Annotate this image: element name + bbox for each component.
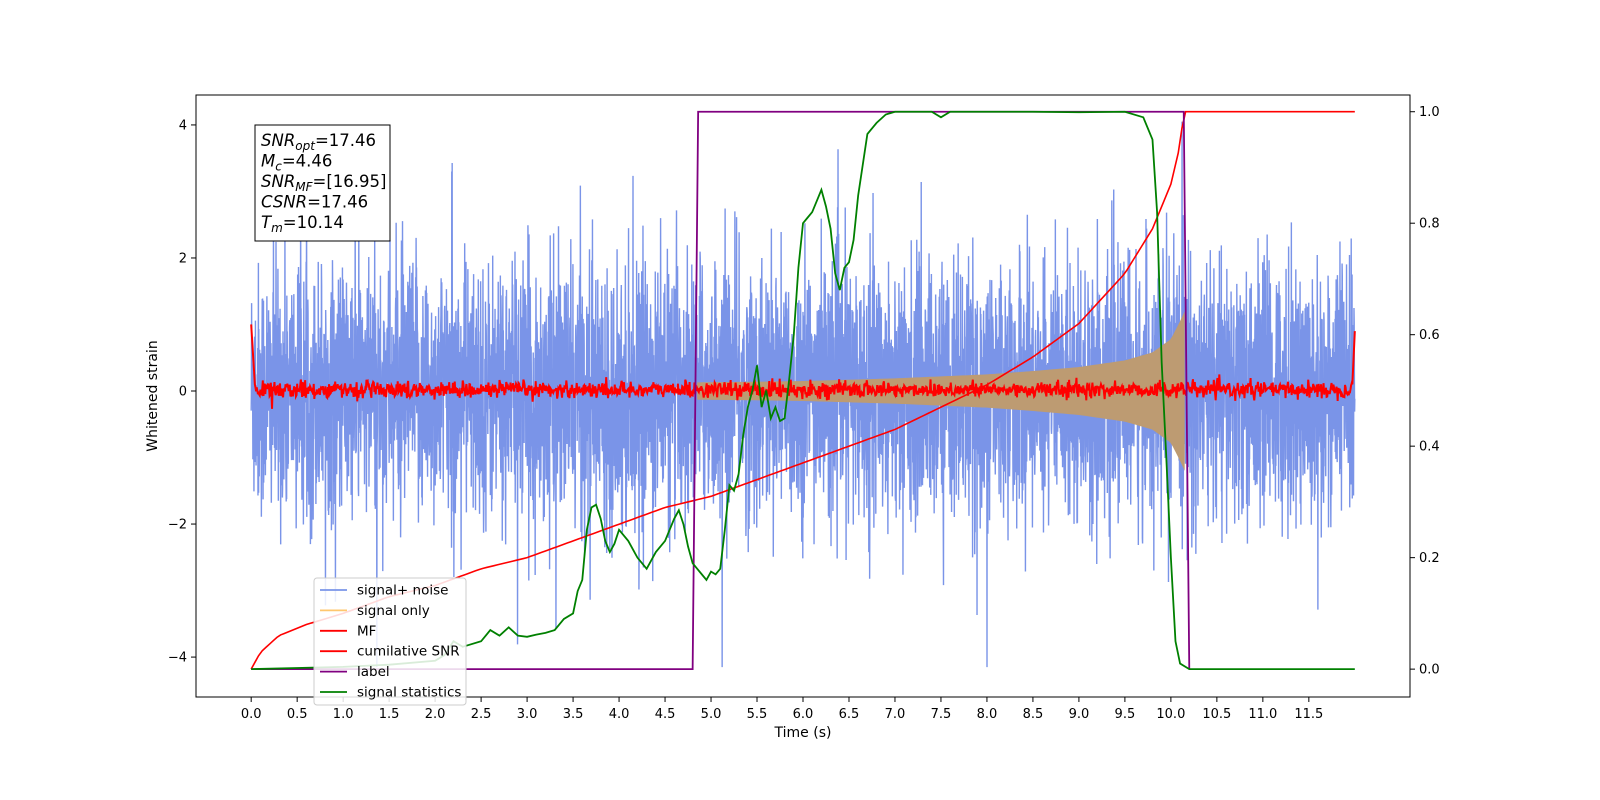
annotation-line: Tm=10.14 [261,213,344,235]
y-tick-label-left: 4 [179,118,187,133]
legend-entry: signal only [357,603,430,619]
x-tick-label: 3.5 [563,707,584,722]
y-tick-label-right: 0.8 [1419,217,1440,232]
x-tick-label: 9.5 [1115,707,1136,722]
y-axis-label: Whitened strain [145,340,161,451]
x-tick-label: 7.5 [931,707,952,722]
legend-entry: cumilative SNR [357,644,460,660]
series-signal-statistics [251,110,1355,671]
y-tick-label-left: −2 [168,518,187,533]
x-tick-label: 0.5 [287,707,308,722]
series-label [251,110,1191,671]
y-tick-label-left: 2 [179,251,187,266]
legend-frame [313,577,467,706]
legend-entry: label [357,664,390,680]
y-tick-label-right: 0.2 [1419,551,1440,566]
legend-entry: MF [357,623,376,639]
metrics-annotation-box: SNRopt=17.46Mc=4.46SNRMF=[16.95]CSNR=17.… [254,124,391,242]
y-tick-label-right: 0.0 [1419,663,1440,678]
annotation-line: CSNR=17.46 [261,193,368,212]
x-tick-label: 3.0 [517,707,538,722]
legend-entry: signal statistics [357,685,461,701]
x-axis-label: Time (s) [774,725,832,741]
annotation-frame [254,124,391,242]
x-tick-label: 1.0 [333,707,354,722]
annotation-line: SNRopt=17.46 [261,131,376,153]
y-tick-label-left: 0 [179,385,187,400]
x-tick-label: 0.0 [241,707,262,722]
x-tick-label: 8.5 [1023,707,1044,722]
x-tick-label: 9.0 [1069,707,1090,722]
y-tick-label-right: 0.4 [1419,440,1440,455]
series-mf [250,324,1356,409]
x-tick-label: 2.5 [471,707,492,722]
x-tick-label: 4.5 [655,707,676,722]
x-tick-label: 6.0 [793,707,814,722]
x-tick-label: 11.0 [1248,707,1277,722]
y-tick-label-right: 0.6 [1419,328,1440,343]
legend-entry: signal+ noise [357,583,448,599]
annotation-line: Mc=4.46 [261,152,332,174]
y-tick-label-left: −4 [168,651,187,666]
x-tick-label: 7.0 [885,707,906,722]
x-tick-label: 10.5 [1202,707,1231,722]
annotation-line: SNRMF=[16.95] [261,172,386,194]
legend: signal+ noise signal only MF cumilative SNR… [313,577,467,706]
x-tick-label: 11.5 [1294,707,1323,722]
x-tick-label: 8.0 [977,707,998,722]
x-tick-label: 6.5 [839,707,860,722]
x-tick-label: 4.0 [609,707,630,722]
x-tick-label: 5.0 [701,707,722,722]
x-tick-label: 2.0 [425,707,446,722]
x-tick-label: 5.5 [747,707,768,722]
y-tick-label-right: 1.0 [1419,105,1440,120]
x-tick-label: 1.5 [379,707,400,722]
axis-ticks: 0.0 0.5 1.0 1.5 2.0 2.5 3.0 3.5 4.0 4.5 5.0 5.5 6.0 6… [168,105,1440,722]
x-tick-label: 10.0 [1156,707,1185,722]
